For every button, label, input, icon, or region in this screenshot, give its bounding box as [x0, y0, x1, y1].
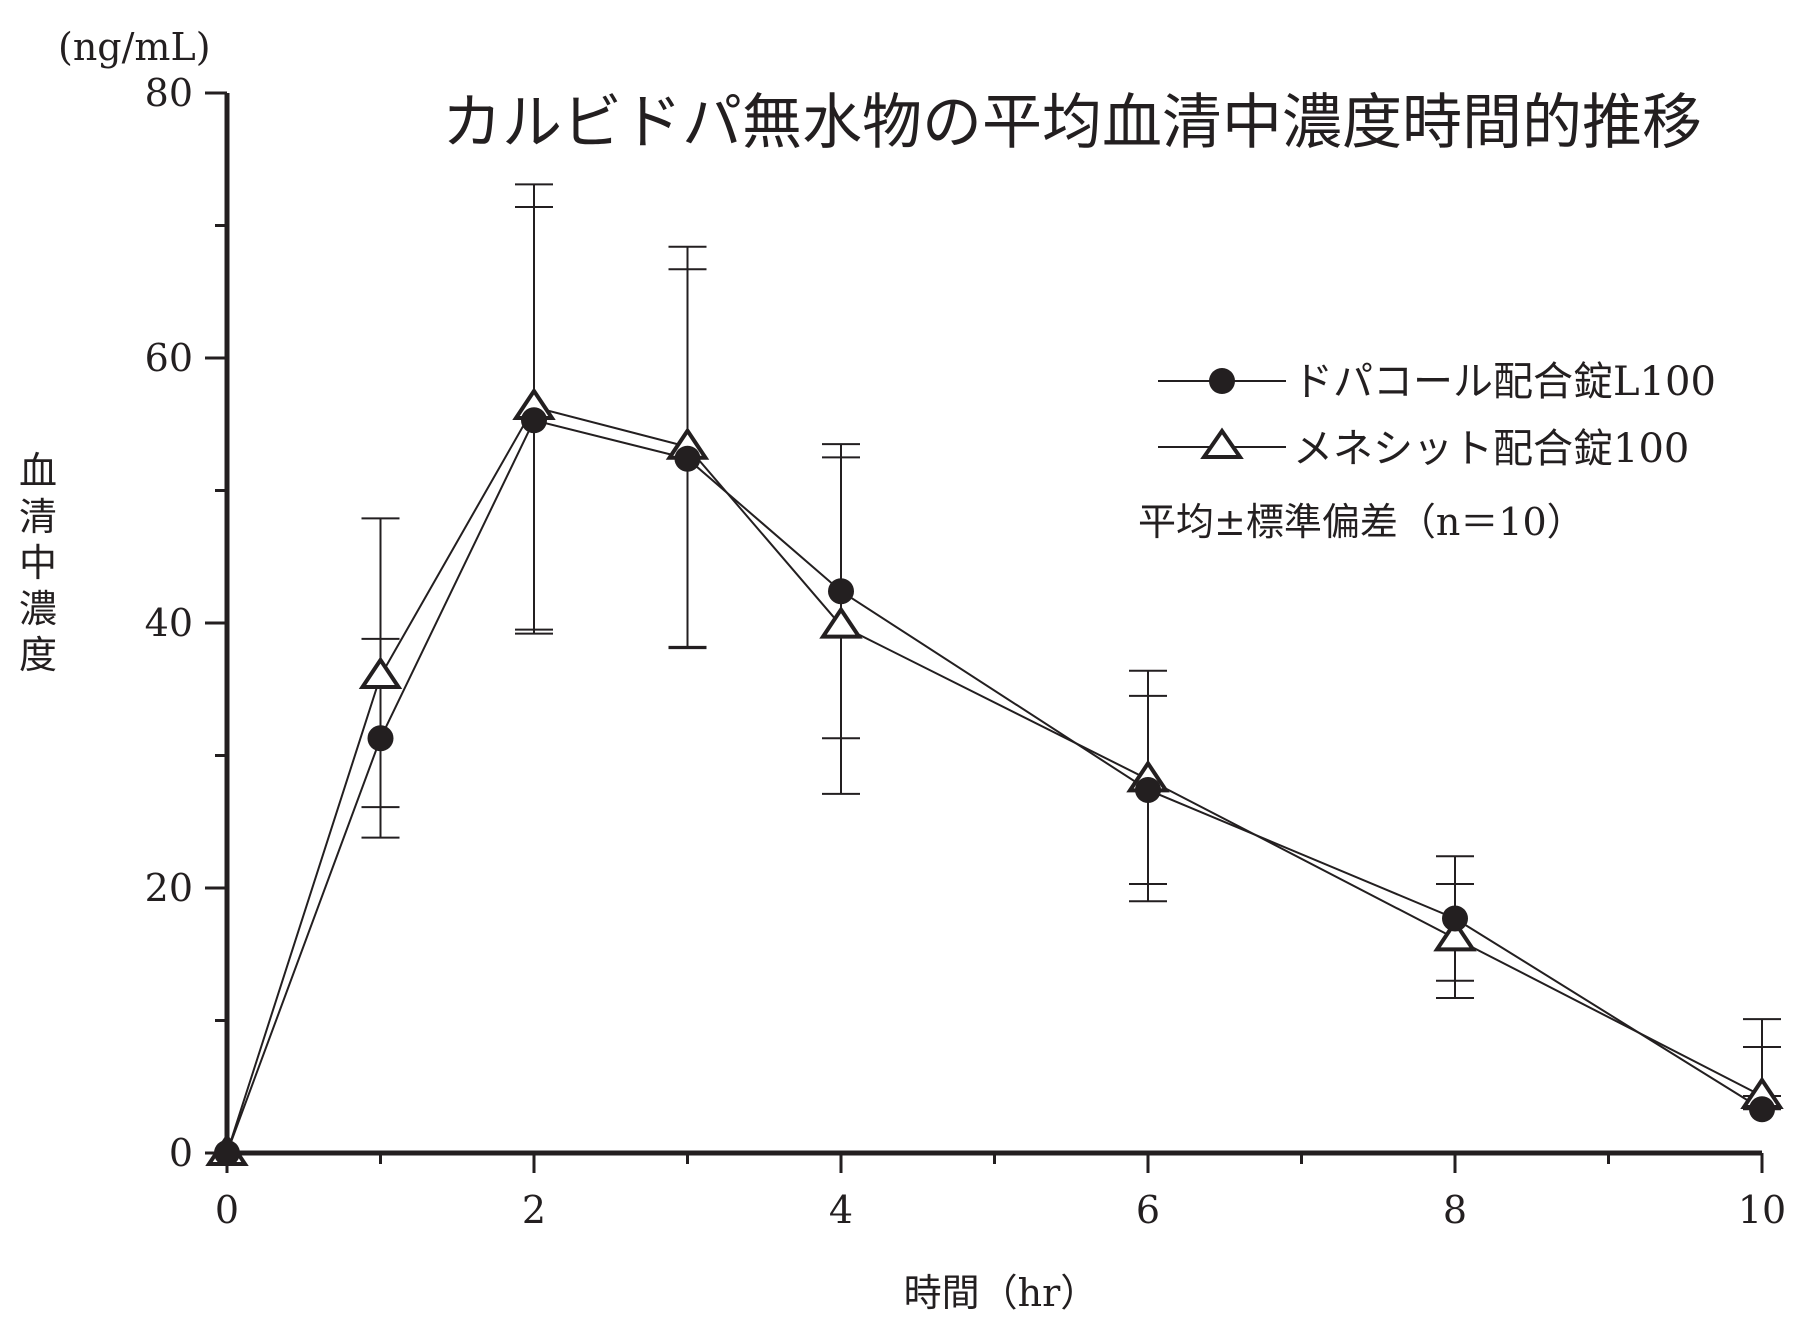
y-tick-label: 60	[145, 336, 193, 380]
data-point-circle	[1749, 1096, 1775, 1123]
x-tick-label: 2	[522, 1188, 546, 1232]
chart-title: カルビドパ無水物の平均血清中濃度時間的推移	[442, 88, 1702, 158]
x-tick-label: 0	[215, 1188, 239, 1232]
y-tick-label: 0	[169, 1131, 193, 1175]
data-point-circle	[367, 725, 394, 752]
y-axis-unit: (ng/mL)	[58, 25, 211, 69]
legend-marker-circle	[1209, 368, 1235, 394]
y-tick-label: 20	[145, 866, 193, 910]
x-tick-label: 4	[829, 1188, 853, 1232]
x-tick-label: 6	[1136, 1188, 1160, 1232]
data-markers	[205, 387, 1784, 1166]
error-bars	[361, 183, 1781, 1111]
data-point-triangle	[358, 656, 403, 689]
x-tick-label: 10	[1738, 1188, 1786, 1232]
axes: 0 20 40 60 80 0 2 4 6 8 10	[145, 71, 1787, 1232]
y-tick-label: 40	[145, 601, 193, 645]
y-axis-title: 血清中濃度	[19, 449, 57, 677]
legend-label-2: メネシット配合錠100	[1293, 426, 1689, 472]
legend: ドパコール配合錠L100 メネシット配合錠100 平均±標準偏差（n＝10）	[1138, 359, 1716, 544]
data-point-circle	[214, 1140, 240, 1166]
data-point-circle	[1135, 776, 1161, 803]
data-point-circle	[1442, 905, 1468, 932]
data-point-circle	[828, 578, 854, 605]
x-tick-label: 8	[1443, 1188, 1467, 1232]
legend-marker-triangle	[1200, 427, 1244, 459]
data-point-circle	[674, 445, 701, 472]
data-point-circle	[521, 407, 547, 434]
x-axis-title: 時間（hr）	[904, 1271, 1099, 1315]
y-tick-label: 80	[145, 71, 193, 115]
series-lines	[226, 405, 1763, 1154]
data-point-triangle	[1433, 918, 1477, 952]
series-line-1	[226, 419, 1763, 1154]
data-point-triangle	[819, 606, 863, 639]
legend-label-1: ドパコール配合錠L100	[1293, 359, 1716, 405]
series-line-2	[226, 405, 1763, 1154]
legend-note: 平均±標準偏差（n＝10）	[1138, 500, 1585, 544]
